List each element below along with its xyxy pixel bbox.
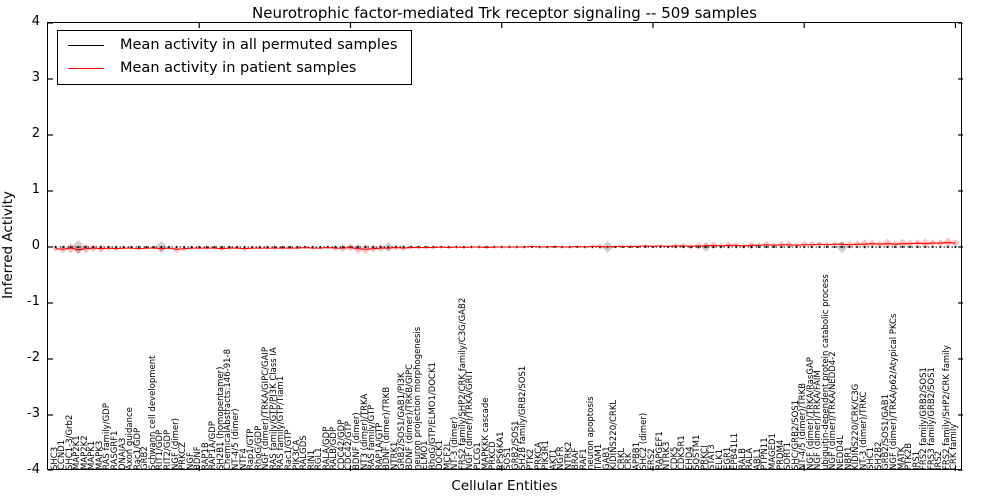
- x-axis-label: Cellular Entities: [451, 478, 558, 494]
- y-tick-label: -2: [27, 350, 40, 365]
- y-tick-label: -4: [27, 462, 40, 477]
- legend-item-permuted: Mean activity in all permuted samples: [68, 37, 397, 53]
- y-tick-label: 4: [31, 14, 40, 29]
- legend-label: Mean activity in patient samples: [120, 60, 357, 76]
- y-tick-label: -3: [27, 406, 40, 421]
- legend-label: Mean activity in all permuted samples: [120, 37, 398, 53]
- chart-canvas: [48, 23, 963, 471]
- x-tick-label: CRK family: [949, 423, 960, 470]
- y-tick-label: 2: [31, 126, 40, 141]
- y-tick-label: -1: [27, 294, 40, 309]
- y-tick-label: 0: [31, 238, 40, 253]
- plot-area: [47, 22, 963, 471]
- legend-item-patient: Mean activity in patient samples: [68, 60, 397, 76]
- y-tick-label: 3: [31, 70, 40, 85]
- chart-title: Neurotrophic factor-mediated Trk recepto…: [252, 4, 757, 22]
- legend-line-black: [68, 44, 104, 46]
- y-tick-label: 1: [31, 182, 40, 197]
- legend-line-red: [68, 67, 104, 69]
- legend-box: Mean activity in all permuted samples Me…: [57, 30, 413, 85]
